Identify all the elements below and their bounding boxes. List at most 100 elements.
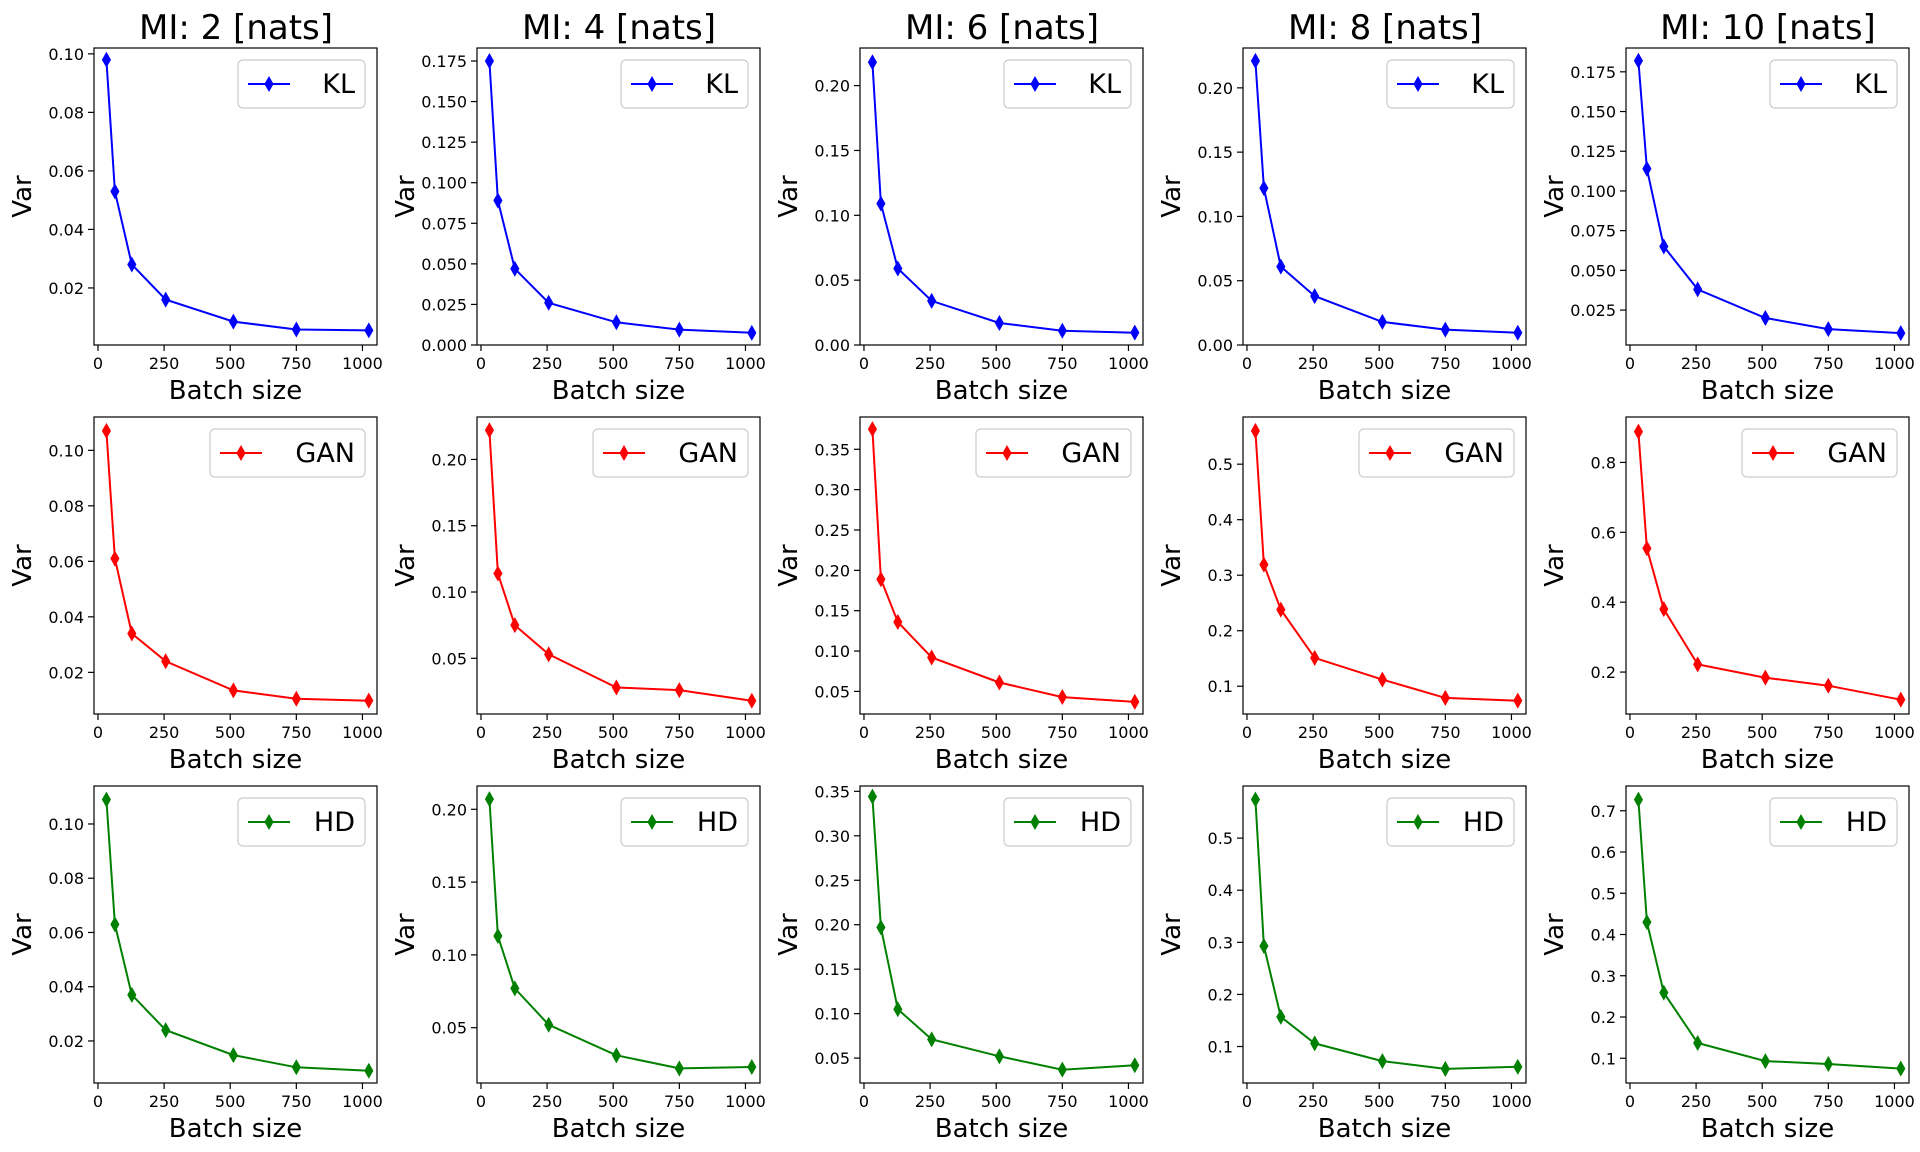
column-title-mi-10: MI: 10 [nats] xyxy=(1660,8,1876,48)
legend-marker xyxy=(1796,813,1806,831)
y-tick-label: 0.04 xyxy=(48,608,84,627)
data-point-kl xyxy=(1760,309,1770,327)
legend-label-hd: HD xyxy=(1080,807,1121,838)
x-tick-label: 1000 xyxy=(725,354,766,373)
x-tick-label: 0 xyxy=(93,1092,103,1111)
x-tick-label: 250 xyxy=(1681,723,1712,742)
y-tick-label: 0.35 xyxy=(814,440,850,459)
data-point-hd xyxy=(1250,791,1261,808)
plot-frame xyxy=(93,785,378,1084)
x-tick-label: 1000 xyxy=(1874,723,1915,742)
x-tick-label: 500 xyxy=(981,1092,1012,1111)
x-tick-label: 250 xyxy=(149,1092,180,1111)
data-point-gan xyxy=(228,682,238,699)
y-axis-label: Var xyxy=(1540,175,1570,218)
y-tick-label: 0.8 xyxy=(1591,453,1616,472)
data-point-kl xyxy=(101,51,112,68)
legend-box xyxy=(1769,59,1898,109)
y-tick-label: 0.10 xyxy=(814,1005,850,1024)
plot-frame xyxy=(476,785,761,1084)
y-tick-label: 0.4 xyxy=(1208,881,1233,900)
legend-box xyxy=(237,797,366,847)
data-point-hd xyxy=(110,916,120,933)
data-point-gan xyxy=(1057,689,1067,706)
x-axis-label: Batch size xyxy=(169,745,302,775)
x-tick-label: 500 xyxy=(215,1092,246,1111)
y-axis-label: Var xyxy=(1540,913,1570,956)
data-point-kl xyxy=(611,314,621,331)
x-tick-label: 500 xyxy=(598,723,629,742)
data-point-gan xyxy=(1259,556,1269,573)
data-point-gan xyxy=(1276,601,1286,618)
x-tick-label: 0 xyxy=(93,723,103,742)
x-tick-label: 1000 xyxy=(1491,723,1532,742)
y-tick-label: 0.10 xyxy=(431,583,467,602)
data-point-hd xyxy=(1057,1061,1067,1078)
y-tick-label: 0.00 xyxy=(814,336,850,355)
chart-panel-r3-c3: 0 250 500 750 1000 0.05 0.10 0.15 0.20 0.25 0.30 0.… xyxy=(774,782,1149,1144)
data-point-hd xyxy=(994,1048,1004,1065)
x-tick-label: 1000 xyxy=(1108,723,1149,742)
data-point-hd xyxy=(674,1060,684,1077)
data-point-kl xyxy=(544,294,554,311)
x-tick-label: 750 xyxy=(1047,1092,1078,1111)
data-point-kl xyxy=(484,52,495,69)
legend-label-kl: KL xyxy=(1471,69,1504,100)
y-tick-label: 0.20 xyxy=(814,77,850,96)
data-point-gan xyxy=(127,625,137,642)
x-tick-label: 0 xyxy=(1242,354,1252,373)
data-point-kl xyxy=(510,260,520,277)
legend-label-hd: HD xyxy=(314,807,355,838)
legend-marker xyxy=(264,813,274,831)
x-axis-label: Batch size xyxy=(169,376,302,406)
data-point-kl xyxy=(1659,238,1669,255)
x-tick-label: 0 xyxy=(859,354,869,373)
x-tick-label: 750 xyxy=(1813,1092,1844,1111)
x-tick-label: 500 xyxy=(215,354,246,373)
data-point-gan xyxy=(544,646,554,663)
x-tick-label: 750 xyxy=(1047,723,1078,742)
y-tick-label: 0.15 xyxy=(431,873,467,892)
y-tick-label: 0.15 xyxy=(1197,143,1233,162)
y-tick-label: 0.3 xyxy=(1208,566,1233,585)
y-tick-label: 0.15 xyxy=(814,141,850,160)
data-point-hd xyxy=(1823,1056,1833,1073)
legend-label-gan: GAN xyxy=(1444,438,1504,469)
y-tick-label: 0.100 xyxy=(421,174,467,193)
y-tick-label: 0.2 xyxy=(1591,663,1616,682)
data-point-kl xyxy=(674,321,684,338)
data-point-gan xyxy=(291,690,301,707)
x-tick-label: 500 xyxy=(215,723,246,742)
y-axis-label: Var xyxy=(8,175,38,218)
y-tick-label: 0.25 xyxy=(814,871,850,890)
y-tick-label: 0.4 xyxy=(1208,511,1233,530)
x-tick-label: 500 xyxy=(981,723,1012,742)
x-tick-label: 1000 xyxy=(1491,354,1532,373)
legend-label-gan: GAN xyxy=(1827,438,1887,469)
y-axis-label: Var xyxy=(391,175,421,218)
chart-panel-r1-c3: 0 250 500 750 1000 0.00 0.05 0.10 0.15 0.20 Batch … xyxy=(774,47,1149,406)
x-tick-label: 750 xyxy=(1813,723,1844,742)
y-tick-label: 0.05 xyxy=(431,1019,467,1038)
data-point-gan xyxy=(1513,692,1523,709)
x-tick-label: 1000 xyxy=(1108,1092,1149,1111)
y-tick-label: 0.1 xyxy=(1208,1038,1233,1057)
x-tick-label: 1000 xyxy=(342,354,383,373)
data-point-gan xyxy=(927,649,937,666)
y-tick-label: 0.2 xyxy=(1208,985,1233,1004)
data-point-gan xyxy=(1823,677,1833,694)
data-point-hd xyxy=(1259,937,1269,954)
chart-panel-r2-c1: 0 250 500 750 1000 0.02 0.04 0.06 0.08 0.10 Batch … xyxy=(8,416,383,775)
legend-box xyxy=(1358,428,1515,478)
y-tick-label: 0.02 xyxy=(48,1032,84,1051)
legend-box xyxy=(1769,797,1898,847)
data-point-kl xyxy=(867,54,878,71)
data-point-hd xyxy=(893,1001,903,1018)
x-tick-label: 0 xyxy=(859,723,869,742)
plot-frame xyxy=(1242,47,1527,346)
legend-box xyxy=(1386,59,1515,109)
plot-frame xyxy=(859,785,1144,1084)
y-tick-label: 0.10 xyxy=(48,815,84,834)
x-tick-label: 250 xyxy=(1681,354,1712,373)
